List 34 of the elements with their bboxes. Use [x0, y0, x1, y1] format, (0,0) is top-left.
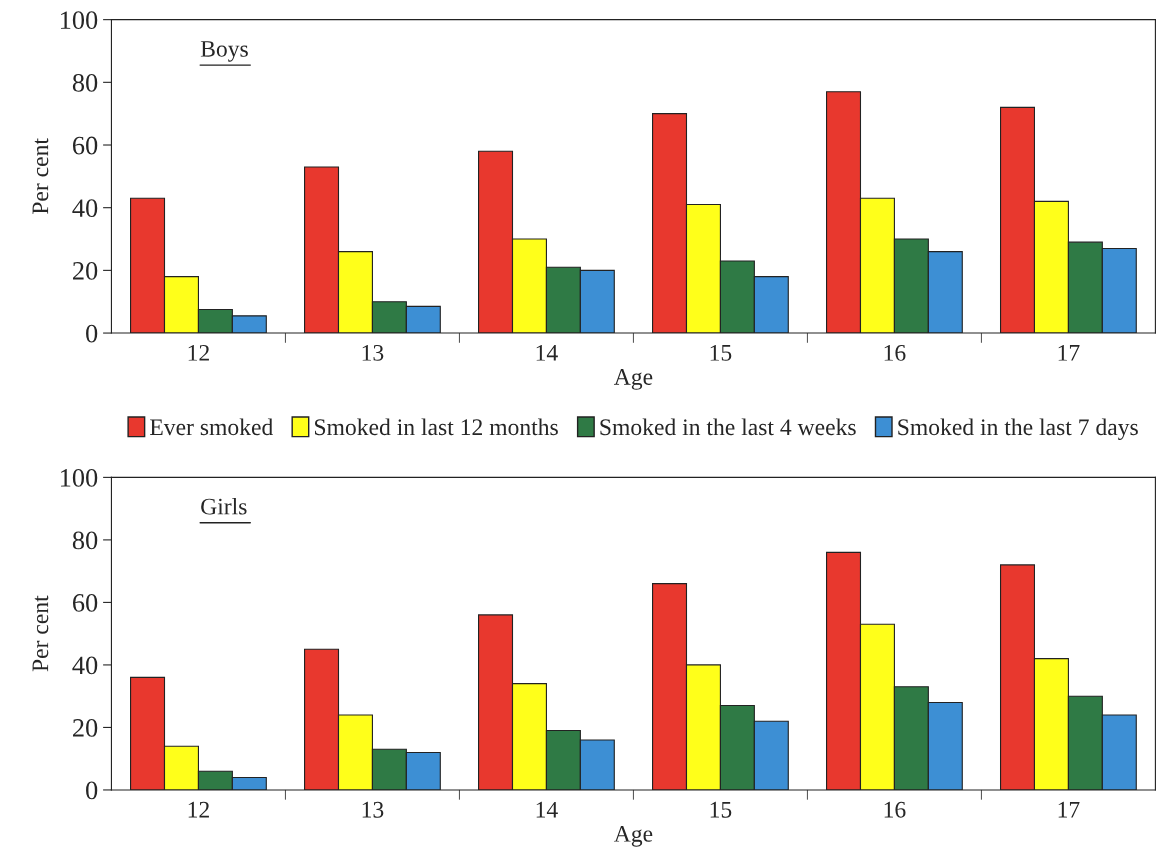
legend-label: Smoked in the last 7 days [898, 418, 1138, 441]
x-tick-label: 12 [188, 344, 209, 361]
y-tick-label: 20 [73, 719, 98, 737]
x-tick-label: 16 [884, 344, 906, 361]
y-axis-title: Per cent [32, 138, 49, 215]
y-tick-label: 60 [72, 594, 98, 612]
x-tick-label: 17 [1058, 801, 1080, 818]
y-tick-label: 60 [72, 136, 98, 155]
x-tick-label: 14 [536, 801, 558, 818]
y-tick-label: 20 [73, 261, 98, 280]
x-axis-title: Age [613, 825, 653, 847]
y-tick-label: 80 [72, 531, 98, 550]
x-tick-label: 14 [536, 344, 558, 361]
y-tick-label: 40 [72, 656, 98, 675]
y-tick-label: 0 [86, 324, 98, 343]
legend-label: Smoked in the last 4 weeks [600, 418, 856, 436]
x-tick-label: 12 [188, 801, 209, 818]
y-tick-label: 100 [60, 468, 98, 487]
x-tick-label: 13 [362, 801, 384, 818]
x-axis-title: Age [613, 369, 653, 390]
legend-label: Ever smoked [150, 418, 273, 436]
y-tick-label: 100 [60, 11, 98, 30]
y-axis-title: Per cent [32, 595, 49, 672]
x-tick-label: 15 [710, 344, 732, 361]
x-tick-label: 16 [884, 801, 906, 818]
x-tick-label: 17 [1058, 344, 1080, 361]
text: Boys [200, 41, 248, 62]
legend-label: Smoked in last 12 months [315, 418, 558, 436]
y-tick-label: 40 [72, 199, 98, 218]
y-tick-label: 0 [86, 781, 98, 800]
x-tick-label: 13 [362, 344, 384, 361]
text: Girls [201, 497, 247, 515]
y-tick-label: 80 [72, 73, 98, 92]
x-tick-label: 15 [710, 801, 732, 818]
